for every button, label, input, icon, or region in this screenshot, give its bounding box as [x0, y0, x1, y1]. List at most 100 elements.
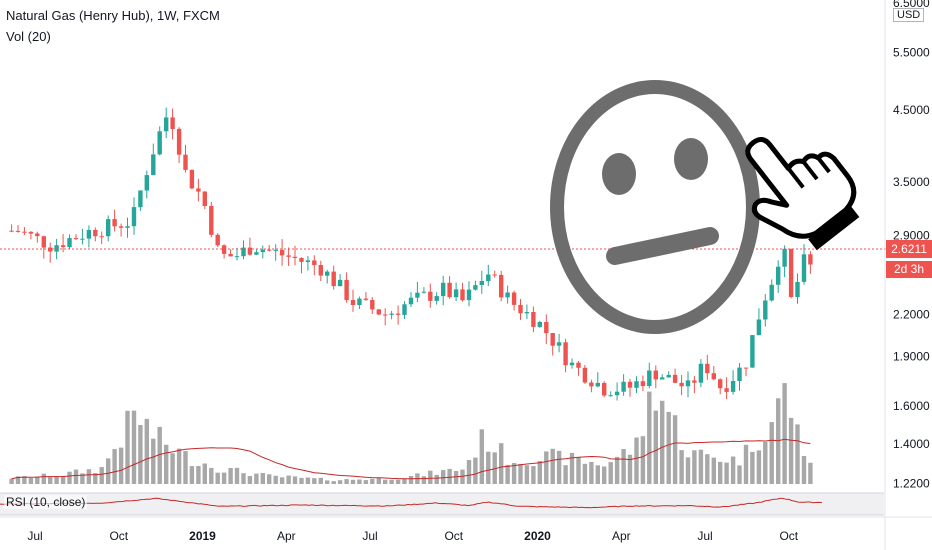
candle-body[interactable]	[576, 362, 581, 368]
candle-body[interactable]	[202, 191, 207, 206]
candle-body[interactable]	[524, 312, 530, 314]
candle-body[interactable]	[711, 373, 716, 380]
candle-body[interactable]	[292, 256, 298, 258]
candle-body[interactable]	[788, 248, 794, 297]
candle-body[interactable]	[550, 333, 555, 346]
candle-body[interactable]	[131, 207, 137, 227]
candle-body[interactable]	[241, 247, 246, 257]
candle-body[interactable]	[267, 249, 272, 251]
candle-body[interactable]	[337, 279, 343, 287]
candle-body[interactable]	[692, 380, 697, 383]
candle-body[interactable]	[743, 367, 749, 369]
candle-body[interactable]	[67, 238, 72, 247]
candle-body[interactable]	[415, 292, 420, 298]
candle-body[interactable]	[189, 169, 195, 189]
candle-body[interactable]	[795, 282, 800, 297]
candle-body[interactable]	[441, 282, 446, 297]
candle-body[interactable]	[537, 322, 542, 327]
candle-body[interactable]	[254, 252, 259, 255]
candle-body[interactable]	[234, 256, 240, 258]
candle-body[interactable]	[473, 285, 478, 290]
volume-indicator-label[interactable]: Vol (20)	[6, 29, 51, 44]
currency-label[interactable]: USD	[893, 8, 925, 22]
candle-body[interactable]	[660, 377, 665, 380]
candle-body[interactable]	[666, 374, 671, 378]
candle-body[interactable]	[93, 230, 98, 237]
candle-body[interactable]	[434, 296, 439, 301]
candle-body[interactable]	[22, 231, 27, 233]
candle-body[interactable]	[176, 128, 182, 155]
candle-body[interactable]	[408, 297, 414, 305]
candle-body[interactable]	[447, 282, 452, 298]
candle-body[interactable]	[718, 379, 723, 389]
candle-body[interactable]	[144, 175, 149, 191]
candle-body[interactable]	[614, 391, 620, 396]
candle-body[interactable]	[15, 230, 21, 232]
candle-body[interactable]	[318, 265, 323, 276]
candle-body[interactable]	[325, 271, 330, 276]
candle-body[interactable]	[595, 382, 600, 387]
candle-body[interactable]	[247, 247, 253, 255]
candle-body[interactable]	[370, 300, 375, 310]
candle-body[interactable]	[80, 238, 85, 240]
candle-body[interactable]	[608, 395, 613, 397]
candle-body[interactable]	[209, 206, 214, 235]
candle-body[interactable]	[54, 245, 59, 252]
candle-body[interactable]	[299, 258, 304, 262]
candle-body[interactable]	[402, 304, 407, 315]
candle-body[interactable]	[511, 292, 517, 305]
candle-body[interactable]	[460, 289, 465, 301]
candle-body[interactable]	[769, 284, 774, 301]
candle-body[interactable]	[737, 367, 742, 381]
candle-body[interactable]	[60, 245, 66, 248]
candle-body[interactable]	[679, 382, 684, 387]
candle-body[interactable]	[653, 370, 658, 380]
candle-body[interactable]	[376, 309, 381, 315]
candle-body[interactable]	[589, 382, 594, 387]
candle-body[interactable]	[273, 249, 278, 251]
candle-body[interactable]	[776, 266, 781, 285]
candle-body[interactable]	[685, 380, 691, 387]
candle-body[interactable]	[395, 313, 401, 315]
candle-body[interactable]	[672, 374, 678, 383]
candle-body[interactable]	[164, 117, 169, 132]
candle-body[interactable]	[505, 292, 510, 298]
candle-body[interactable]	[556, 342, 562, 346]
candle-body[interactable]	[215, 234, 220, 246]
candle-body[interactable]	[479, 281, 484, 285]
candle-body[interactable]	[312, 260, 317, 266]
candle-body[interactable]	[640, 381, 646, 387]
candle-body[interactable]	[73, 238, 79, 240]
candle-body[interactable]	[183, 154, 188, 170]
candle-body[interactable]	[125, 226, 130, 228]
candle-body[interactable]	[621, 381, 626, 392]
candle-body[interactable]	[544, 322, 549, 334]
candle-body[interactable]	[563, 342, 568, 366]
candle-body[interactable]	[602, 382, 607, 396]
candle-body[interactable]	[569, 362, 575, 366]
candle-body[interactable]	[48, 247, 53, 252]
candle-body[interactable]	[118, 226, 124, 228]
candle-body[interactable]	[260, 249, 265, 253]
candle-body[interactable]	[99, 236, 104, 238]
candle-body[interactable]	[531, 312, 536, 327]
candle-body[interactable]	[331, 271, 336, 287]
candle-body[interactable]	[782, 248, 787, 267]
candle-body[interactable]	[286, 255, 291, 257]
candle-body[interactable]	[763, 300, 768, 320]
candle-body[interactable]	[492, 274, 497, 276]
candle-body[interactable]	[634, 381, 639, 388]
candle-body[interactable]	[344, 279, 349, 301]
candle-body[interactable]	[151, 154, 156, 176]
candle-body[interactable]	[383, 314, 388, 316]
candle-body[interactable]	[518, 304, 523, 314]
candle-body[interactable]	[486, 274, 491, 282]
candle-body[interactable]	[170, 117, 175, 129]
candle-body[interactable]	[808, 254, 813, 265]
candle-body[interactable]	[221, 245, 227, 254]
candle-body[interactable]	[196, 188, 201, 192]
candle-body[interactable]	[357, 298, 362, 305]
candle-body[interactable]	[627, 381, 633, 388]
candle-body[interactable]	[756, 319, 762, 336]
candle-body[interactable]	[750, 335, 755, 368]
